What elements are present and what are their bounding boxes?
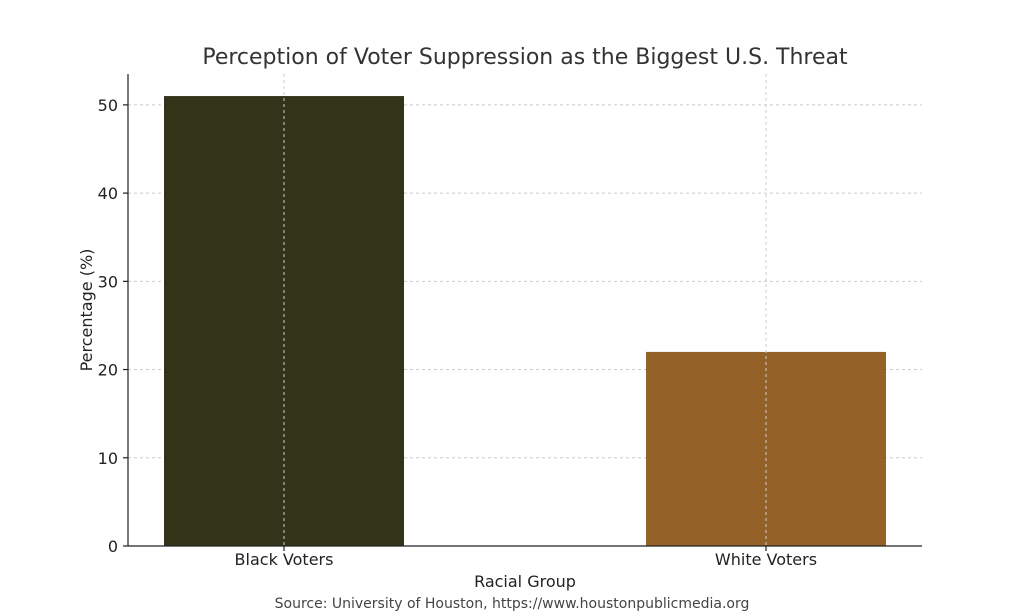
x-tick-label-0: Black Voters (235, 550, 334, 569)
bars (164, 96, 886, 546)
axes (123, 74, 922, 551)
y-axis-label: Percentage (%) (77, 249, 96, 372)
x-axis-label: Racial Group (474, 572, 576, 591)
y-tick-label-0: 0 (108, 537, 118, 556)
y-tick-label-30: 30 (98, 272, 118, 291)
vertical-gridlines (283, 74, 767, 546)
y-tick-label-10: 10 (98, 449, 118, 468)
chart-title: Perception of Voter Suppression as the B… (202, 45, 848, 70)
y-tick-label-20: 20 (98, 361, 118, 380)
tick-labels: 0 10 20 30 40 50 Black Voters White Voters (98, 96, 817, 569)
source-note: Source: University of Houston, https://w… (275, 596, 750, 612)
y-tick-label-40: 40 (98, 184, 118, 203)
x-tick-label-1: White Voters (715, 550, 817, 569)
y-tick-label-50: 50 (98, 96, 118, 115)
